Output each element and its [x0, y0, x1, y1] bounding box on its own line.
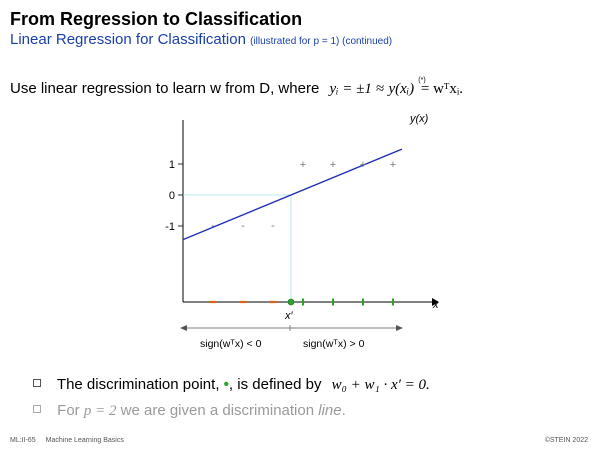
footer-code: ML:II-65 — [10, 437, 36, 444]
footer-course: Machine Learning Basics — [45, 437, 124, 444]
plus-point: + — [390, 159, 396, 171]
bullet-discrimination-point: The discrimination point, •, is defined … — [33, 376, 430, 394]
bullet-1-post: , is defined by — [228, 376, 322, 393]
lead-text: Use linear regression to learn w from D,… — [10, 80, 320, 97]
sign-negative-label: sign(wᵀx) < 0 — [200, 338, 262, 350]
sign-range-right-arrow — [396, 325, 403, 331]
y-axis-label: y(x) — [409, 113, 429, 125]
subtitle-text: Linear Regression for Classification — [10, 31, 246, 48]
regression-line — [182, 148, 403, 241]
sign-positive-label: sign(wᵀx) > 0 — [303, 338, 365, 350]
plus-point: + — [330, 159, 336, 171]
y-tick-label: 1 — [169, 159, 175, 171]
y-tick-label: 0 — [169, 190, 175, 202]
subtitle-note: (illustrated for p = 1) (continued) — [250, 36, 393, 47]
minus-point: - — [211, 220, 215, 232]
bullet-discrimination-line: For p = 2 we are given a discrimination … — [33, 402, 346, 420]
bullet-box-icon — [33, 405, 41, 413]
footer-left: ML:II-65 Machine Learning Basics — [10, 437, 132, 444]
plus-point: + — [360, 159, 366, 171]
bullet-1-formula: w₀ + w₁ · x′ = 0. — [331, 377, 430, 393]
lead-star: (*) — [418, 77, 426, 84]
bullet-2-emph: line — [318, 402, 342, 419]
footer-copyright: ©STEIN 2022 — [544, 437, 588, 444]
green-dot-icon: • — [223, 376, 229, 393]
x-axis-label: x — [432, 299, 439, 311]
bullet-2-formula: p = 2 — [83, 403, 117, 419]
threshold-label: x′ — [284, 310, 294, 322]
minus-point: - — [241, 220, 245, 232]
discrimination-point — [287, 298, 295, 306]
bullet-2-post: we are given a discrimination — [120, 402, 315, 419]
bullet-1-pre: The discrimination point, — [56, 376, 220, 393]
lead-sentence: Use linear regression to learn w from D,… — [10, 71, 463, 99]
lead-approx: ≈ — [376, 81, 385, 97]
lead-formula-right-1: y(xᵢ) — [388, 81, 415, 97]
bullet-2-pre: For — [57, 402, 80, 419]
slide-subtitle: Linear Regression for Classification (il… — [10, 31, 392, 51]
lead-formula-left: yᵢ = ±1 — [329, 81, 372, 97]
sign-range-left-arrow — [180, 325, 187, 331]
plus-point: + — [300, 159, 306, 171]
lead-formula-right-2: = wᵀxᵢ. — [420, 81, 464, 97]
bullet-box-icon — [33, 379, 41, 387]
slide-title: From Regression to Classification — [10, 9, 303, 29]
regression-figure: y(x) x x′ 1 0 -1 + + + + - - - sign(wᵀx) < 0 sig… — [165, 113, 439, 350]
minus-point: - — [271, 220, 275, 232]
bullet-2-end: . — [341, 402, 346, 419]
x-axis-arrow — [432, 298, 439, 306]
y-tick-label: -1 — [165, 221, 175, 233]
